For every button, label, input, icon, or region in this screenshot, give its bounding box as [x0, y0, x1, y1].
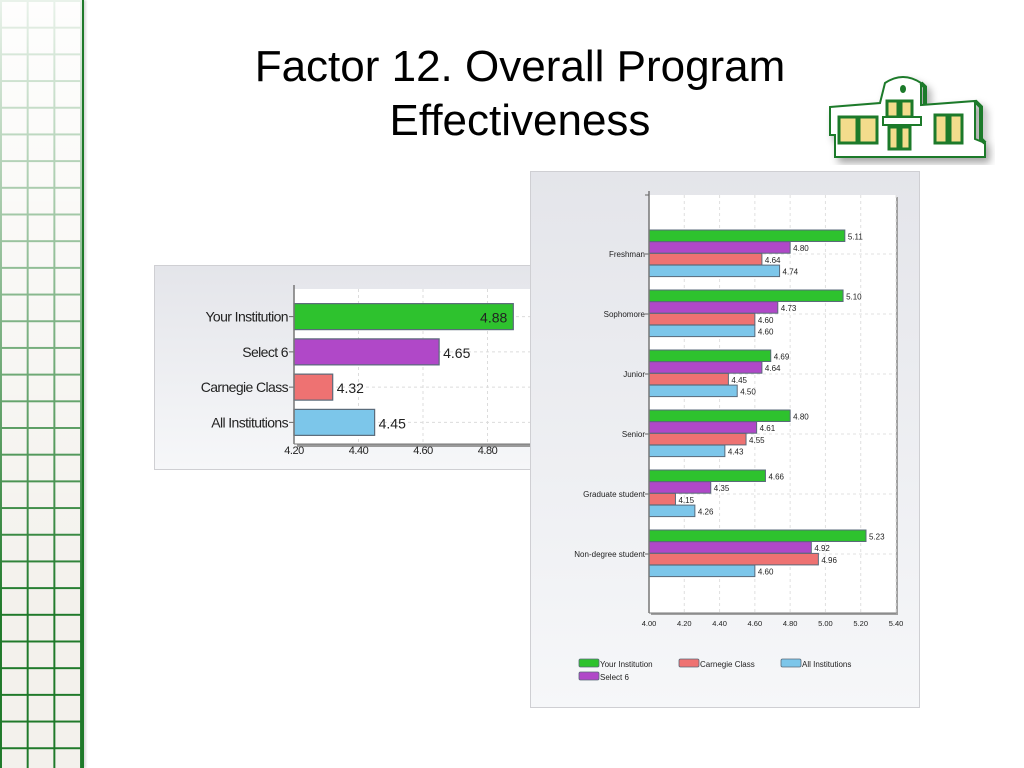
value-label-non-degree-student-all-institutions: 4.60 [758, 568, 774, 577]
slide-title: Factor 12. Overall Program Effectiveness [160, 40, 880, 148]
value-label-all-institutions: 4.45 [379, 415, 406, 431]
value-label-select-6: 4.65 [443, 345, 470, 361]
value-label-junior-select-6: 4.64 [765, 364, 781, 373]
bar-freshman-select-6 [648, 241, 791, 254]
legend-item-all-institutions: All Institutions [780, 658, 851, 669]
bar-freshman-all-institutions [648, 264, 781, 278]
value-label-graduate-student-carnegie-class: 4.15 [678, 496, 694, 505]
value-label-freshman-select-6: 4.80 [793, 244, 809, 253]
bar-carnegie-class [293, 373, 334, 401]
bar-senior-your-institution [648, 409, 791, 422]
value-label-sophomore-your-institution: 5.10 [846, 293, 862, 302]
bar-non-degree-student-all-institutions [648, 564, 756, 578]
legend-label-your-institution: Your Institution [600, 660, 653, 669]
overall-comparison-chart-panel: 4.204.404.604.805.00Your Institution4.88… [154, 265, 568, 470]
overall-comparison-chart: 4.204.404.604.805.00Your Institution4.88… [201, 285, 563, 457]
bar-sophomore-carnegie-class [648, 312, 756, 326]
bar-junior-your-institution [648, 349, 772, 362]
bar-sophomore-all-institutions [648, 324, 756, 338]
bar-sophomore-your-institution [648, 289, 844, 302]
value-label-junior-all-institutions: 4.50 [740, 388, 756, 397]
category-label-all-institutions: All Institutions [211, 414, 288, 430]
category-label-non-degree-student: Non-degree student [574, 550, 645, 559]
bar-freshman-carnegie-class [648, 252, 763, 266]
bar-graduate-student-all-institutions [648, 504, 696, 518]
category-label-junior: Junior [623, 370, 645, 379]
category-label-freshman: Freshman [609, 250, 645, 259]
category-label-your-institution: Your Institution [205, 309, 288, 325]
legend: Your Institution Carnegie Class All Instit… [578, 658, 851, 682]
bar-junior-all-institutions [648, 384, 738, 398]
category-label-graduate-student: Graduate student [583, 490, 646, 499]
bar-non-degree-student-select-6 [648, 541, 812, 554]
x-tick-label: 4.60 [748, 619, 763, 628]
bar-all-institutions [293, 408, 376, 436]
value-label-junior-your-institution: 4.69 [774, 353, 790, 362]
value-label-graduate-student-all-institutions: 4.26 [698, 508, 714, 517]
x-tick-label: 5.40 [889, 619, 904, 628]
x-tick-label: 5.20 [853, 619, 868, 628]
class-level-chart-panel: 4.00 4.20 4.40 4.60 4.80 5.00 5.20 5.40 Freshman… [530, 171, 920, 708]
value-label-senior-all-institutions: 4.43 [728, 448, 744, 457]
legend-swatch-carnegie-class [678, 658, 700, 668]
legend-item-carnegie-class: Carnegie Class [678, 658, 755, 669]
x-tick-label: 5.00 [818, 619, 833, 628]
slide-title-line-2: Effectiveness [389, 96, 651, 145]
value-label-non-degree-student-carnegie-class: 4.96 [821, 556, 837, 565]
x-tick-label: 4.20 [284, 445, 304, 457]
value-label-junior-carnegie-class: 4.45 [731, 376, 747, 385]
value-label-sophomore-carnegie-class: 4.60 [758, 316, 774, 325]
value-label-senior-your-institution: 4.80 [793, 413, 809, 422]
legend-swatch-all-institutions [780, 658, 802, 668]
bar-select-6 [293, 338, 440, 366]
category-label-senior: Senior [622, 430, 645, 439]
decorative-grid-border [0, 0, 84, 768]
value-label-freshman-your-institution: 5.11 [848, 233, 864, 242]
legend-item-your-institution: Your Institution [578, 658, 653, 669]
value-label-carnegie-class: 4.32 [337, 380, 364, 396]
value-label-non-degree-student-your-institution: 5.23 [869, 533, 885, 542]
bar-non-degree-student-carnegie-class [648, 552, 819, 566]
legend-item-select-6: Select 6 [578, 671, 629, 682]
category-label-sophomore: Sophomore [604, 310, 646, 319]
x-tick-label: 4.80 [783, 619, 798, 628]
bar-senior-all-institutions [648, 444, 726, 458]
value-label-freshman-all-institutions: 4.74 [783, 268, 799, 277]
value-label-your-institution: 4.88 [480, 310, 507, 326]
category-label-select-6: Select 6 [242, 344, 289, 360]
value-label-graduate-student-your-institution: 4.66 [768, 473, 784, 482]
bar-non-degree-student-your-institution [648, 529, 867, 542]
legend-swatch-select-6 [578, 671, 600, 681]
category-label-carnegie-class: Carnegie Class [201, 379, 289, 395]
bar-senior-select-6 [648, 421, 758, 434]
x-tick-label: 4.60 [413, 445, 433, 457]
legend-label-carnegie-class: Carnegie Class [700, 660, 755, 669]
value-label-non-degree-student-select-6: 4.92 [814, 544, 830, 553]
bar-freshman-your-institution [648, 229, 846, 242]
bar-graduate-student-your-institution [648, 469, 766, 482]
class-level-chart: 4.00 4.20 4.40 4.60 4.80 5.00 5.20 5.40 Freshman… [574, 191, 904, 682]
value-label-senior-select-6: 4.61 [760, 424, 776, 433]
legend-swatch-your-institution [578, 658, 600, 668]
value-label-senior-carnegie-class: 4.55 [749, 436, 765, 445]
bar-junior-select-6 [648, 361, 763, 374]
x-tick-label: 4.40 [349, 445, 369, 457]
legend-label-select-6: Select 6 [600, 673, 629, 682]
x-tick-label: 4.40 [712, 619, 727, 628]
value-label-freshman-carnegie-class: 4.64 [765, 256, 781, 265]
bar-senior-carnegie-class [648, 432, 747, 446]
legend-label-all-institutions: All Institutions [802, 660, 851, 669]
x-tick-label: 4.00 [642, 619, 657, 628]
campus-building-logo-icon [829, 76, 987, 158]
value-label-graduate-student-select-6: 4.35 [714, 484, 730, 493]
x-tick-label: 4.20 [677, 619, 692, 628]
bar-junior-carnegie-class [648, 372, 729, 386]
value-label-sophomore-select-6: 4.73 [781, 304, 797, 313]
bar-graduate-student-select-6 [648, 481, 712, 494]
bar-graduate-student-carnegie-class [648, 492, 676, 506]
bar-sophomore-select-6 [648, 301, 779, 314]
slide-title-line-1: Factor 12. Overall Program [254, 42, 786, 91]
value-label-sophomore-all-institutions: 4.60 [758, 328, 774, 337]
x-tick-label: 4.80 [478, 445, 498, 457]
